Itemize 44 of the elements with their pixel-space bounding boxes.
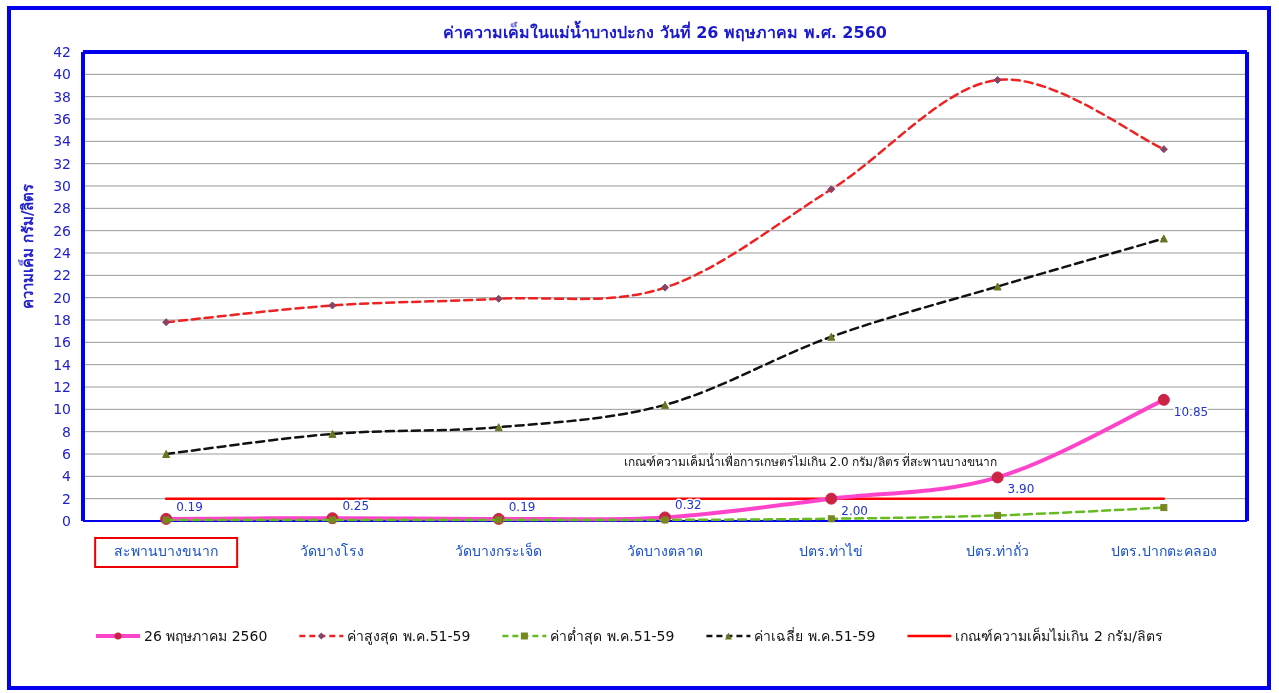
- legend-label: เกณฑ์ความเค็มไม่เกิน 2 กรัม/ลิตร: [955, 627, 1163, 644]
- x-tick-label: สะพานบางขนาก: [114, 543, 219, 559]
- data-label: 0.25: [342, 499, 370, 514]
- y-tick-label: 2: [62, 490, 71, 507]
- y-tick-label: 20: [53, 289, 71, 306]
- y-tick-label: 12: [53, 379, 71, 395]
- y-tick-label: 28: [53, 200, 71, 217]
- y-tick-label: 4: [62, 468, 72, 485]
- data-label: 0.32: [675, 498, 702, 513]
- y-axis-title: ความเค็ม กรัม/ลิตร: [18, 182, 37, 310]
- annotation: เกณฑ์ความเค็มน้ำเพื่อการเกษตรไม่เกิน 2.0 กรัม/ลิตร ที่สะพานบางขนาก: [623, 452, 998, 469]
- y-tick-label: 0: [62, 513, 71, 529]
- x-tick-label: วัดบางกระเจ็ด: [455, 542, 543, 559]
- y-tick-label: 34: [53, 133, 72, 150]
- y-tick-label: 18: [53, 312, 71, 328]
- y-tick-label: 16: [53, 334, 72, 351]
- y-tick-label: 42: [53, 44, 71, 60]
- legend-label: ค่าต่ำสุด พ.ค.51-59: [550, 627, 675, 645]
- data-label: 10.85: [1173, 404, 1209, 419]
- y-tick-label: 32: [53, 155, 71, 172]
- y-tick-label: 38: [53, 88, 71, 105]
- y-tick-label: 22: [53, 267, 71, 284]
- legend-label: ค่าสูงสุด พ.ค.51-59: [347, 628, 471, 645]
- data-label: 3.90: [1007, 482, 1035, 497]
- x-tick-label: ปตร.ท่าไข่: [799, 543, 864, 559]
- x-tick-label: วัดบางโรง: [300, 543, 365, 559]
- y-tick-label: 10: [53, 401, 71, 418]
- x-tick-label: วัดบางตลาด: [627, 543, 703, 559]
- y-tick-label: 36: [53, 111, 72, 127]
- y-tick-label: 8: [62, 423, 71, 440]
- x-tick-label: ปตร.ท่าถั่ว: [965, 542, 1030, 559]
- x-tick-label: ปตร.ปากตะคลอง: [1111, 543, 1217, 559]
- data-label: 0.19: [508, 499, 536, 514]
- chart-title: ค่าความเค็มในแม่น้ำบางปะกง วันที่ 26 พฤษภาคม พ.ศ. 2560: [443, 20, 887, 42]
- legend-label: ค่าเฉลี่ย พ.ค.51-59: [754, 627, 876, 644]
- y-tick-label: 26: [53, 222, 72, 239]
- y-tick-label: 30: [53, 178, 71, 194]
- y-tick-label: 14: [53, 356, 72, 373]
- data-label: 0.19: [176, 499, 203, 514]
- y-tick-label: 24: [53, 245, 72, 261]
- legend-label: 26 พฤษภาคม 2560: [144, 628, 268, 644]
- data-label: 2.00: [841, 503, 868, 518]
- y-tick-label: 40: [53, 66, 71, 83]
- y-tick-label: 6: [62, 446, 72, 462]
